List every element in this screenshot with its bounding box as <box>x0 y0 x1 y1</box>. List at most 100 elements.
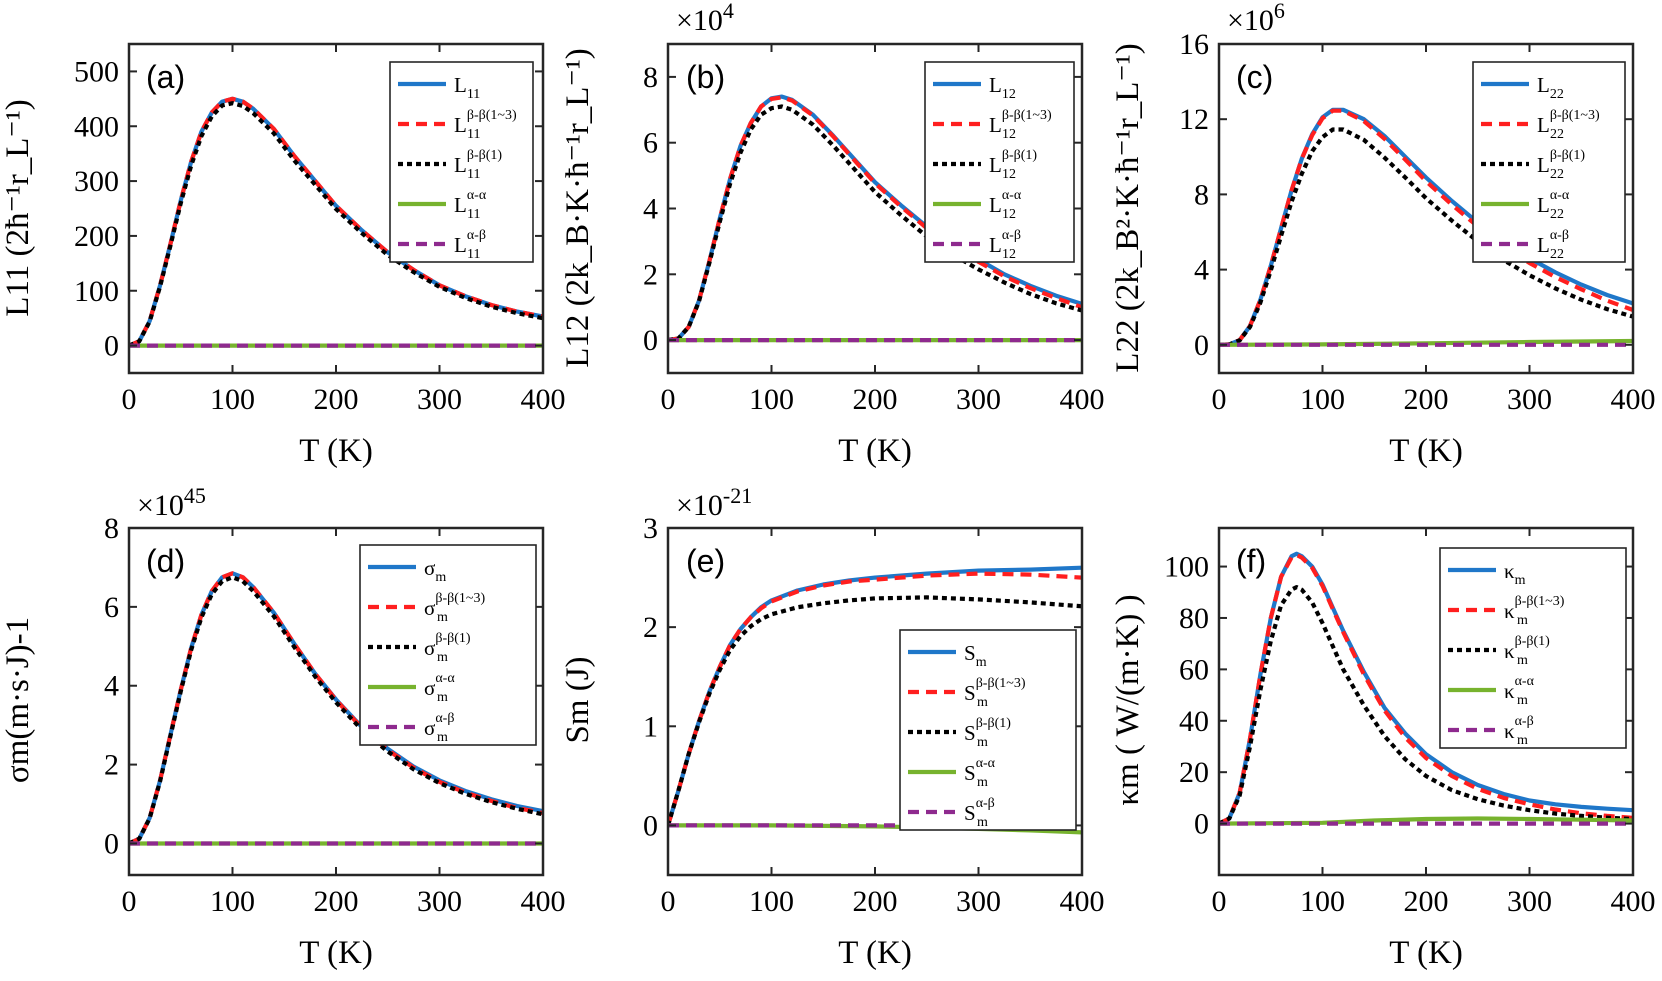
legend-entry-label: Lα-β 12 <box>989 228 1021 262</box>
y-axis-label: L12 (2k_B·K·ħ⁻¹r_L⁻¹) <box>560 48 596 367</box>
legend-entry-label: Lα-β 22 <box>1537 228 1569 262</box>
series-lines <box>1219 551 1633 826</box>
x-axis-label: T (K) <box>1389 935 1463 971</box>
x-tick-label: 0 <box>1212 383 1227 416</box>
x-tick-label: 300 <box>1507 885 1552 918</box>
legend-entry-label: Lα-α 11 <box>454 188 487 222</box>
y-tick-label: 100 <box>74 275 119 308</box>
series-line-3 <box>129 575 543 846</box>
chart-panel-2: 0 100 200 300 400 0 2 4 6 8 ×104 (b) T (K) L12 (2k_B·… <box>560 0 1105 469</box>
legend-entry-label: Lβ-β(1) 12 <box>989 148 1037 182</box>
x-tick-label: 300 <box>417 885 462 918</box>
legend: L11 Lβ-β(1~3) 11 Lβ-β(1) 11 Lα-α 11 Lα-β 11 <box>389 61 534 263</box>
x-tick-label: 300 <box>417 383 462 416</box>
y-tick-label: 0 <box>643 809 658 842</box>
legend: L22 Lβ-β(1~3) 22 Lβ-β(1) 22 Lα-α 22 Lα-β 22 <box>1472 61 1626 263</box>
y-axis-label: Sm (J) <box>560 656 596 743</box>
x-tick-label: 0 <box>661 383 676 416</box>
x-tick-label: 100 <box>210 885 255 918</box>
x-axis-label: T (K) <box>838 433 912 469</box>
axis-multiplier: ×106 <box>1227 0 1285 37</box>
y-tick-label: 300 <box>74 165 119 198</box>
y-tick-label: 2 <box>643 611 658 644</box>
y-tick-label: 4 <box>1194 254 1209 287</box>
panel-label: (d) <box>146 543 185 579</box>
panel-label: (e) <box>686 543 725 579</box>
legend: σm σβ-β(1~3) m σβ-β(1) m σα-α m σα-β m <box>359 544 537 746</box>
chart-panel-6: 0 100 200 300 400 0 20 40 60 80 100 (f) T (K) κm ( W/… <box>1110 526 1656 971</box>
y-axis-label: κm ( W/(m·K) ) <box>1110 594 1146 805</box>
panel-label: (b) <box>686 59 725 95</box>
y-tick-label: 20 <box>1179 756 1209 789</box>
legend-entry-label: Lβ-β(1~3) 22 <box>1537 108 1600 142</box>
x-tick-label: 200 <box>853 885 898 918</box>
legend-box <box>389 61 534 263</box>
series-lines <box>129 571 543 846</box>
legend-entry-label: σα-α m <box>424 671 455 705</box>
legend-entry-label: Lα-α 22 <box>1537 188 1570 222</box>
x-axis-label: T (K) <box>299 935 373 971</box>
x-tick-label: 400 <box>521 383 566 416</box>
legend-entry-label: κβ-β(1) m <box>1504 634 1550 668</box>
y-tick-label: 0 <box>1194 808 1209 841</box>
legend: L12 Lβ-β(1~3) 12 Lβ-β(1) 12 Lα-α 12 Lα-β 12 <box>924 61 1075 263</box>
legend: Sm Sβ-β(1~3) m Sβ-β(1) m Sα-α m Sα-β m <box>899 629 1077 831</box>
x-tick-label: 400 <box>1611 885 1656 918</box>
y-tick-label: 6 <box>643 127 658 160</box>
legend-entry-label: Sα-α m <box>964 756 996 790</box>
x-tick-label: 0 <box>122 383 137 416</box>
y-tick-label: 4 <box>104 670 119 703</box>
panel-label: (c) <box>1236 59 1273 95</box>
x-tick-label: 100 <box>749 885 794 918</box>
legend-entry-label: Lβ-β(1) 22 <box>1537 148 1585 182</box>
y-tick-label: 3 <box>643 512 658 545</box>
x-tick-label: 200 <box>314 383 359 416</box>
x-tick-label: 100 <box>749 383 794 416</box>
legend-entry-label: Lβ-β(1~3) 12 <box>989 108 1052 142</box>
y-tick-label: 8 <box>104 512 119 545</box>
axis-multiplier: ×10-21 <box>676 483 752 522</box>
x-axis-label: T (K) <box>838 935 912 971</box>
legend: κm κβ-β(1~3) m κβ-β(1) m κα-α m κα-β m <box>1439 547 1627 749</box>
panel-label: (a) <box>146 59 185 95</box>
series-line-3 <box>668 104 1082 343</box>
x-axis-label: T (K) <box>1389 433 1463 469</box>
y-tick-label: 0 <box>643 324 658 357</box>
series-line-3 <box>129 101 543 348</box>
legend-entry-label: L12 <box>989 73 1016 102</box>
x-tick-label: 0 <box>1212 885 1227 918</box>
y-axis-label: L11 (2ħ⁻¹r_L⁻¹) <box>0 99 36 316</box>
legend-entry-label: Lβ-β(1) 11 <box>454 148 502 182</box>
legend-entry-label: L22 <box>1537 73 1564 102</box>
chart-panel-3: 0 100 200 300 400 0 4 8 12 16 ×106 (c) T (K) L22 (2k_… <box>1110 0 1656 469</box>
series-lines <box>129 96 543 348</box>
y-axis-label: L22 (2k_B²·K·ħ⁻¹r_L⁻¹) <box>1110 43 1146 372</box>
y-tick-label: 6 <box>104 591 119 624</box>
chart-panel-4: 0 100 200 300 400 0 2 4 6 8 ×1045 (d) T (K) σm(m·s·J)… <box>0 483 566 971</box>
x-tick-label: 0 <box>122 885 137 918</box>
y-tick-label: 40 <box>1179 705 1209 738</box>
legend-entry-label: Sβ-β(1) m <box>964 716 1011 750</box>
legend-entry-label: κα-α m <box>1504 674 1535 708</box>
legend-entry-label: σβ-β(1) m <box>424 631 471 665</box>
y-tick-label: 500 <box>74 55 119 88</box>
y-tick-label: 0 <box>104 827 119 860</box>
x-tick-label: 400 <box>1060 885 1105 918</box>
x-tick-label: 300 <box>1507 383 1552 416</box>
y-tick-label: 12 <box>1179 103 1209 136</box>
y-tick-label: 1 <box>643 710 658 743</box>
x-tick-label: 200 <box>314 885 359 918</box>
y-tick-label: 0 <box>1194 329 1209 362</box>
legend-entry-label: Sm <box>964 641 987 670</box>
chart-panel-1: 0 100 200 300 400 0 100 200 300 400 500 (a) T (K) L11… <box>0 42 566 469</box>
x-tick-label: 200 <box>853 383 898 416</box>
legend-entry-label: Sβ-β(1~3) m <box>964 676 1026 710</box>
x-axis-label: T (K) <box>299 433 373 469</box>
y-tick-label: 0 <box>104 330 119 363</box>
legend-entry-label: κα-β m <box>1504 714 1534 748</box>
legend-entry-label: Lβ-β(1~3) 11 <box>454 108 517 142</box>
y-tick-label: 200 <box>74 220 119 253</box>
y-tick-label: 2 <box>104 749 119 782</box>
